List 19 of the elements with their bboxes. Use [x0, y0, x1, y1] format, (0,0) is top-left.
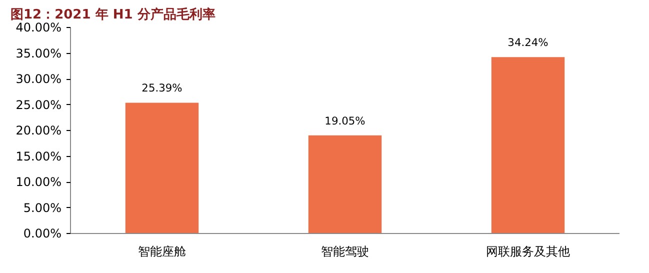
- bar: [125, 102, 199, 234]
- data-label: 34.24%: [508, 36, 548, 50]
- y-tick-label: 25.00%: [16, 98, 62, 112]
- bar: [308, 135, 382, 234]
- y-tick-label: 30.00%: [16, 72, 62, 86]
- y-tick-label: 35.00%: [16, 46, 62, 60]
- y-tick-label: 15.00%: [16, 149, 62, 164]
- y-tick-label: 10.00%: [16, 175, 62, 189]
- bar: [491, 57, 565, 234]
- data-label: 25.39%: [142, 82, 182, 95]
- y-tick-label: 20.00%: [16, 124, 62, 138]
- y-tick-label: 0.00%: [23, 226, 62, 240]
- x-tick-label: 智能驾驶: [321, 244, 369, 258]
- x-tick-label: 网联服务及其他: [486, 244, 570, 258]
- chart-title: 图12：2021 年 H1 分产品毛利率: [10, 6, 216, 22]
- data-label: 19.05%: [324, 114, 366, 128]
- y-tick-label: 40.00%: [16, 20, 62, 34]
- x-tick-label: 智能座舱: [138, 244, 186, 258]
- y-tick-label: 5.00%: [23, 200, 62, 215]
